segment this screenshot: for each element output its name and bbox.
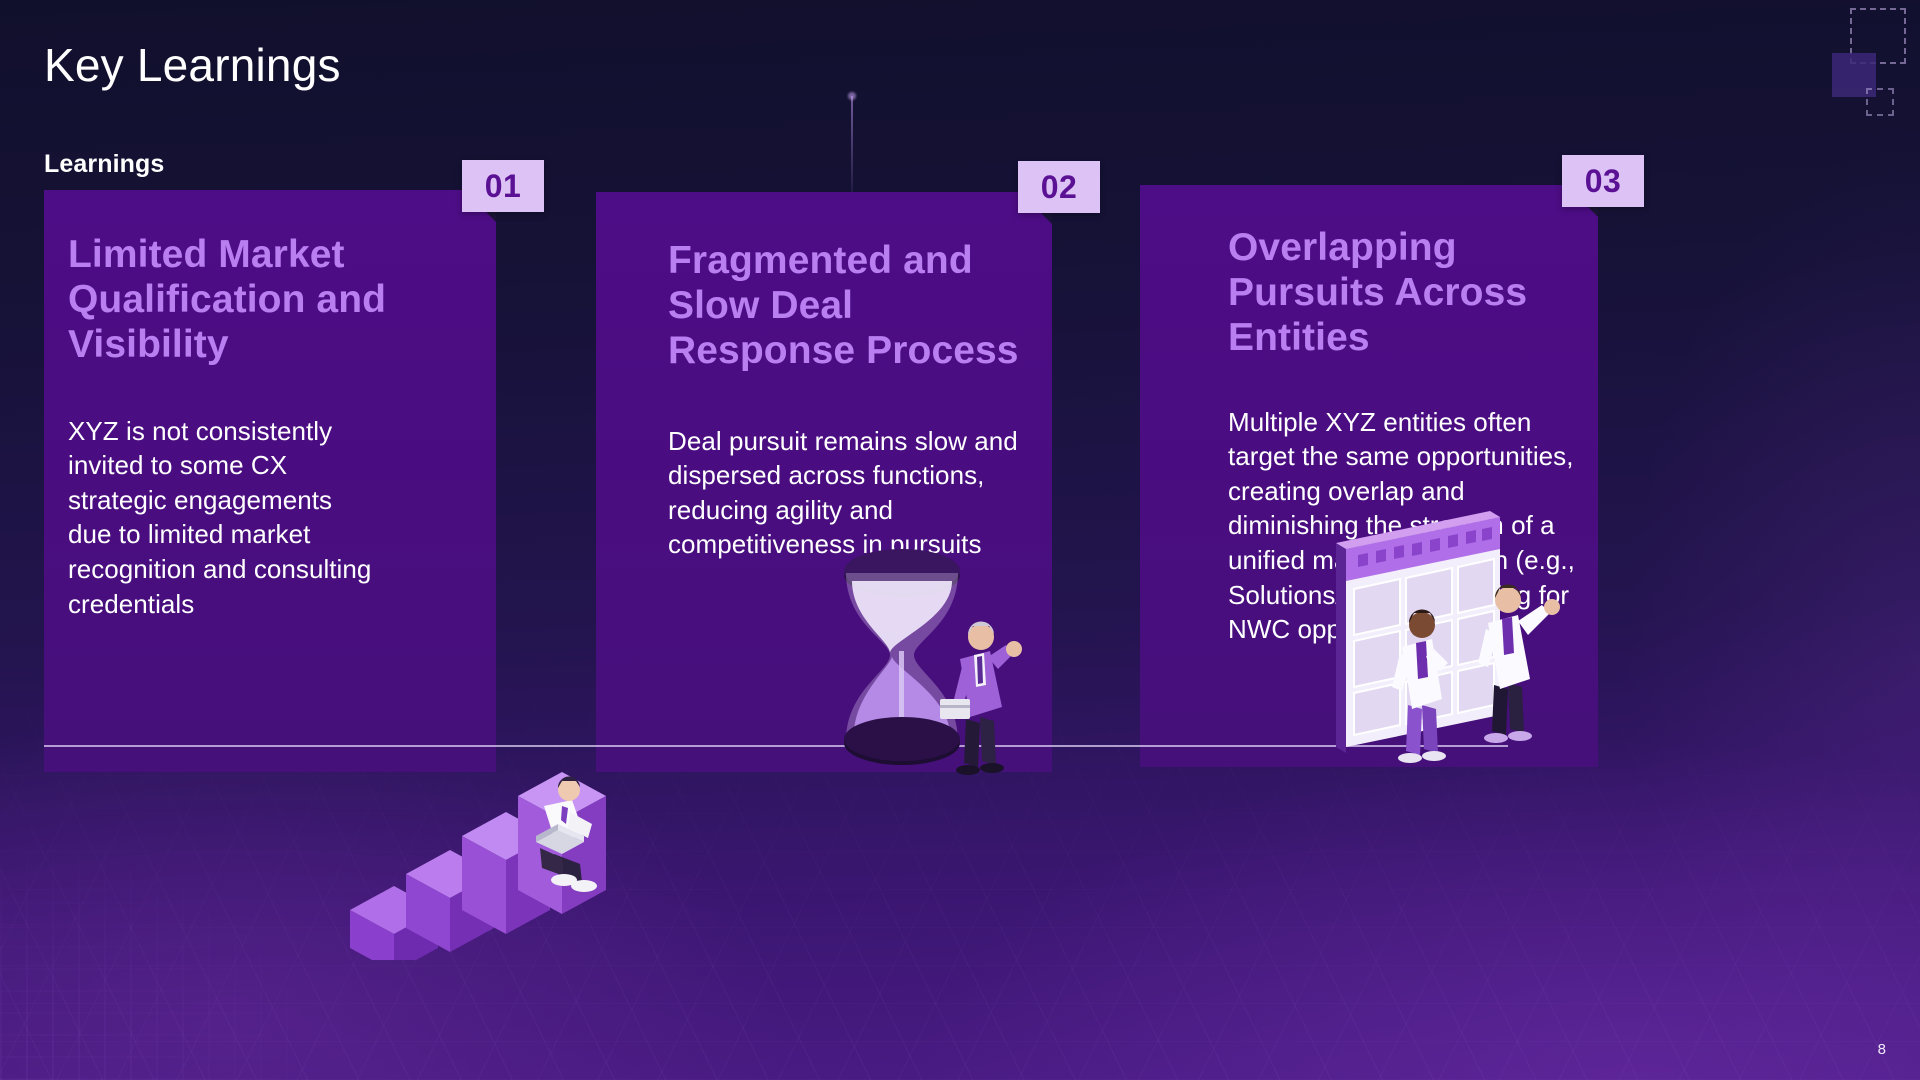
background-antenna-line — [851, 96, 853, 208]
card-title-3: Overlapping Pursuits Across Entities — [1228, 226, 1528, 360]
decorative-dashed-square-small — [1866, 88, 1894, 116]
page-title: Key Learnings — [44, 39, 341, 91]
hourglass-person-illustration — [830, 545, 1070, 845]
card-number-badge-2: 02 — [1018, 161, 1100, 213]
card-title-1: Limited Market Qualification and Visibil… — [68, 233, 387, 367]
card-body-2: Deal pursuit remains slow and dispersed … — [668, 425, 1018, 560]
card-number-badge-3: 03 — [1562, 155, 1644, 207]
decorative-dashed-square-large — [1850, 8, 1906, 64]
calendar-people-illustration — [1310, 495, 1610, 785]
learning-card-1[interactable]: Limited Market Qualification and Visibil… — [44, 190, 496, 772]
card-number-label-2: 02 — [1040, 168, 1078, 205]
page-number: 8 — [1877, 1041, 1886, 1058]
bar-chart-person-illustration — [340, 660, 670, 972]
card-body-1: XYZ is not consistently invited to some … — [68, 415, 372, 619]
card-title-2: Fragmented and Slow Deal Response Proces… — [668, 239, 1019, 373]
card-body-3: Multiple XYZ entities often target the s… — [1228, 406, 1575, 645]
horizontal-rule — [44, 745, 1508, 747]
section-label: Learnings — [44, 150, 165, 178]
card-number-badge-1: 01 — [462, 160, 544, 212]
card-number-label-1: 01 — [484, 167, 522, 204]
background-antenna-dot — [848, 92, 856, 100]
card-number-label-3: 03 — [1584, 162, 1622, 199]
